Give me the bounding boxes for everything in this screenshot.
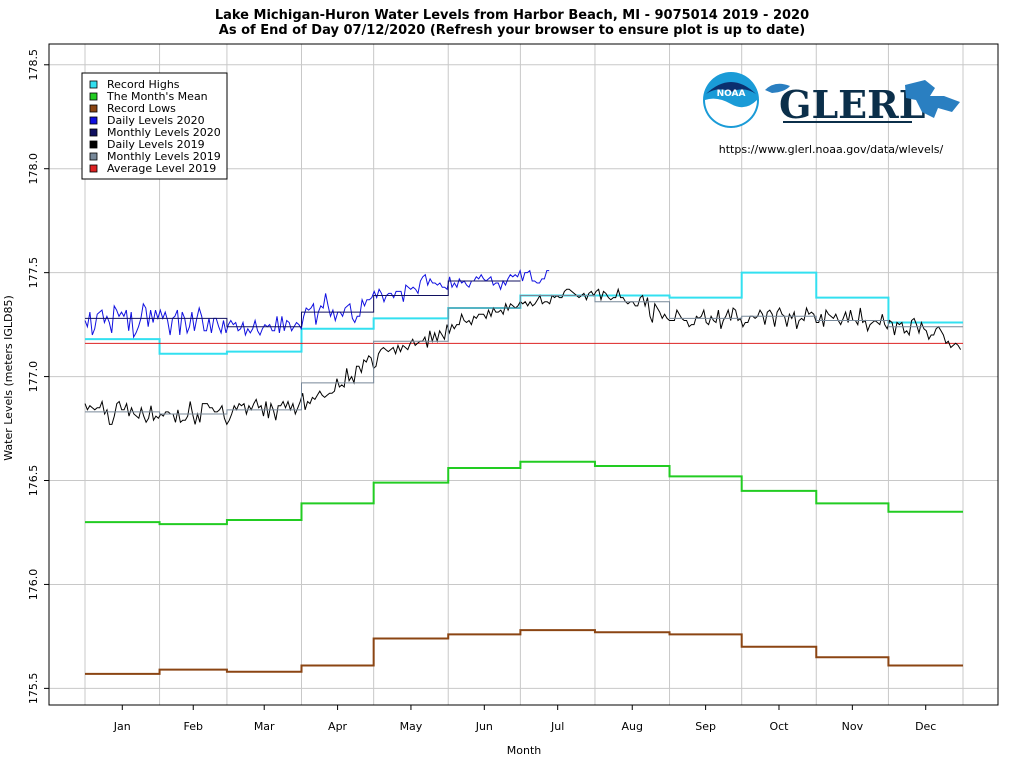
- legend-swatch: [89, 104, 98, 113]
- legend-swatch: [89, 128, 98, 137]
- great-lakes-map-icon: [905, 80, 960, 118]
- y-tick-label: 178.0: [27, 153, 40, 185]
- x-tick-label: Jan: [113, 720, 131, 733]
- y-tick-label: 177.5: [27, 257, 40, 289]
- glerl-logo: GLERL: [765, 80, 960, 127]
- legend-swatch: [89, 80, 98, 89]
- y-tick-label: 178.5: [27, 49, 40, 81]
- chart-subtitle: As of End of Day 07/12/2020 (Refresh you…: [218, 23, 806, 38]
- x-axis-label: Month: [507, 744, 542, 757]
- x-tick-label: Sep: [695, 720, 716, 733]
- x-tick-label: Feb: [184, 720, 203, 733]
- legend-label: Record Lows: [107, 102, 176, 115]
- reference-lines: [85, 271, 963, 675]
- record-lows-line: [85, 629, 963, 675]
- x-tick-label: Jun: [475, 720, 493, 733]
- legend-label: Average Level 2019: [107, 162, 216, 175]
- glerl-logo-text: GLERL: [779, 82, 925, 127]
- noaa-logo-text: NOAA: [717, 89, 746, 99]
- legend-label: Record Highs: [107, 78, 180, 91]
- x-tick-label: Jul: [550, 720, 564, 733]
- record-highs-line: [85, 271, 963, 355]
- legend-label: Monthly Levels 2019: [107, 150, 221, 163]
- y-tick-label: 176.5: [27, 465, 40, 497]
- legend-label: Daily Levels 2019: [107, 138, 205, 151]
- source-url[interactable]: https://www.glerl.noaa.gov/data/wlevels/: [719, 143, 944, 156]
- y-tick-label: 177.0: [27, 361, 40, 393]
- legend-label: The Month's Mean: [106, 90, 208, 103]
- x-tick-label: Mar: [254, 720, 275, 733]
- y-tick-label: 176.0: [27, 569, 40, 601]
- monthly-levels-2019-line: [85, 295, 963, 415]
- axes: 175.5 176.0 176.5 177.0 177.5 178.0 178.5 Jan Fe…: [27, 49, 936, 733]
- x-tick-label: Oct: [769, 720, 789, 733]
- legend-swatch: [89, 164, 98, 173]
- x-tick-label: Dec: [915, 720, 936, 733]
- noaa-logo: NOAA: [703, 72, 759, 128]
- legend-label: Daily Levels 2020: [107, 114, 205, 127]
- noaa-logo-wave: [705, 98, 757, 126]
- x-tick-label: Apr: [328, 720, 348, 733]
- daily-levels-2019-line: [84, 287, 962, 426]
- plot-frame: [48, 43, 999, 706]
- y-axis-label: Water Levels (meters IGLD85): [2, 295, 15, 461]
- legend-swatch: [89, 92, 98, 101]
- x-tick-label: Nov: [842, 720, 864, 733]
- monthly-series: [85, 280, 963, 415]
- legend-swatch: [89, 152, 98, 161]
- legend-box: [81, 72, 228, 180]
- y-tick-label: 175.5: [27, 673, 40, 705]
- monthly-levels-2020-line: [85, 280, 521, 328]
- x-tick-label: Aug: [622, 720, 643, 733]
- chart-title: Lake Michigan-Huron Water Levels from Ha…: [214, 8, 810, 23]
- daily-series: [84, 268, 962, 426]
- x-tick-label: May: [400, 720, 423, 733]
- legend-swatch: [89, 116, 98, 125]
- the-month-s-mean-line: [85, 460, 963, 526]
- legend-label: Monthly Levels 2020: [107, 126, 221, 139]
- legend-swatch: [89, 140, 98, 149]
- glerl-bird-icon: [765, 83, 790, 93]
- noaa-logo-bird: [706, 82, 756, 94]
